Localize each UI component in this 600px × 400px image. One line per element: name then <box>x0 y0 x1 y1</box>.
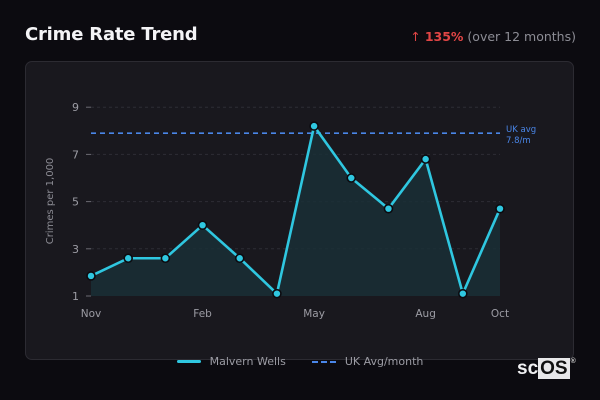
data-point[interactable] <box>346 173 357 183</box>
legend-series-label: Malvern Wells <box>209 355 286 368</box>
y-axis-label: Crimes per 1,000 <box>45 158 56 245</box>
page-title: Crime Rate Trend <box>25 24 198 45</box>
uk-avg-annotation-line1: UK avg <box>506 125 536 135</box>
solid-line-swatch-icon <box>176 360 201 363</box>
registered-mark: ® <box>570 358 576 365</box>
data-point[interactable] <box>160 253 171 264</box>
data-points <box>86 121 505 299</box>
dashed-line-swatch-icon <box>311 360 336 363</box>
legend-item-series[interactable]: Malvern Wells <box>176 355 286 368</box>
change-period: (over 12 months) <box>467 29 576 44</box>
x-tick-label: Oct <box>491 308 509 320</box>
chart-legend: Malvern Wells UK Avg/month <box>0 355 600 368</box>
x-axis: Nov Feb May Aug Oct <box>81 308 509 320</box>
y-tick-label: 9 <box>72 101 79 114</box>
uk-avg-annotation-line2: 7.8/m <box>506 136 531 146</box>
trend-change: ↑ 135% (over 12 months) <box>410 29 576 44</box>
data-point[interactable] <box>458 288 468 299</box>
arrow-up-icon: ↑ <box>410 29 421 44</box>
data-point[interactable] <box>234 253 245 264</box>
data-point[interactable] <box>86 271 96 281</box>
data-point[interactable] <box>272 288 282 299</box>
data-point[interactable] <box>495 203 505 214</box>
y-tick-label: 7 <box>72 148 79 161</box>
data-point[interactable] <box>383 203 394 214</box>
y-axis: 1 3 5 7 9 <box>72 101 91 303</box>
data-point[interactable] <box>123 253 133 264</box>
y-tick-label: 5 <box>72 196 79 209</box>
x-tick-label: Nov <box>81 308 102 320</box>
x-tick-label: Feb <box>193 308 212 320</box>
legend-avg-label: UK Avg/month <box>344 355 424 368</box>
legend-item-uk-avg[interactable]: UK Avg/month <box>311 355 424 368</box>
series-line <box>90 124 502 295</box>
brand-logo: sc OS ® <box>517 358 576 380</box>
data-point[interactable] <box>420 154 431 164</box>
brand-suffix: OS <box>538 358 570 379</box>
brand-prefix: sc <box>517 358 539 379</box>
y-tick-label: 1 <box>72 290 79 303</box>
change-percent: 135% <box>424 29 464 44</box>
x-tick-label: May <box>303 308 325 320</box>
x-tick-label: Aug <box>415 308 436 320</box>
data-point[interactable] <box>309 121 319 131</box>
data-point[interactable] <box>197 220 208 230</box>
y-tick-label: 3 <box>72 243 79 256</box>
